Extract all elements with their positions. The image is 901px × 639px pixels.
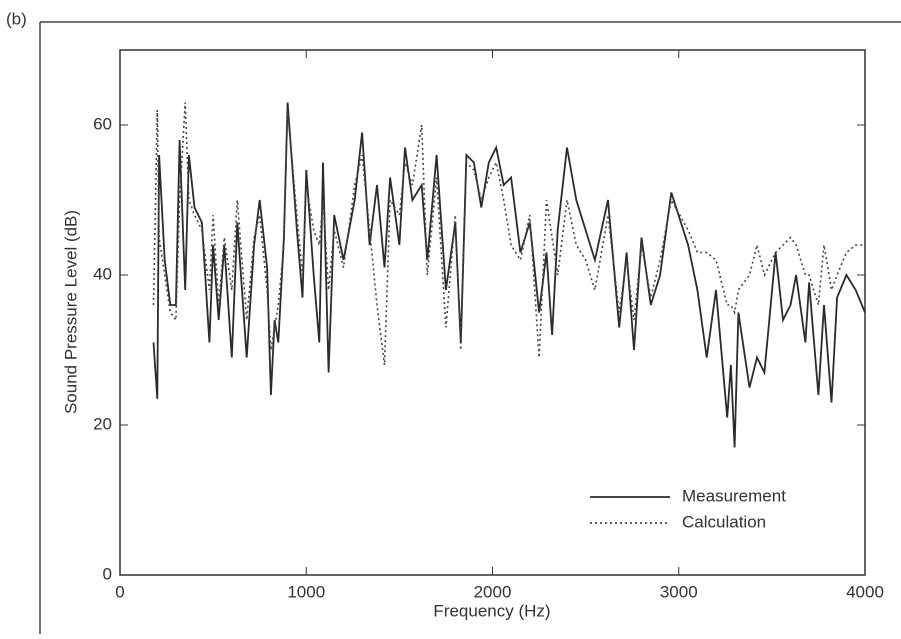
x-tick-label: 4000	[846, 582, 884, 601]
x-tick-label: 3000	[660, 582, 698, 601]
y-tick-label: 0	[103, 564, 112, 583]
x-axis-label: Frequency (Hz)	[433, 601, 550, 620]
x-tick-label: 2000	[474, 582, 512, 601]
series-line	[152, 102, 866, 448]
y-tick-label: 60	[93, 114, 112, 133]
x-tick-label: 1000	[287, 582, 325, 601]
y-tick-label: 20	[93, 414, 112, 433]
x-tick-label: 0	[115, 582, 124, 601]
legend-label: Measurement	[682, 486, 786, 505]
legend-label: Calculation	[682, 512, 766, 531]
series-line	[152, 102, 865, 366]
panel-label: (b)	[6, 9, 27, 28]
y-axis-label: Sound Pressure Level (dB)	[61, 210, 80, 414]
y-tick-label: 40	[93, 264, 112, 283]
